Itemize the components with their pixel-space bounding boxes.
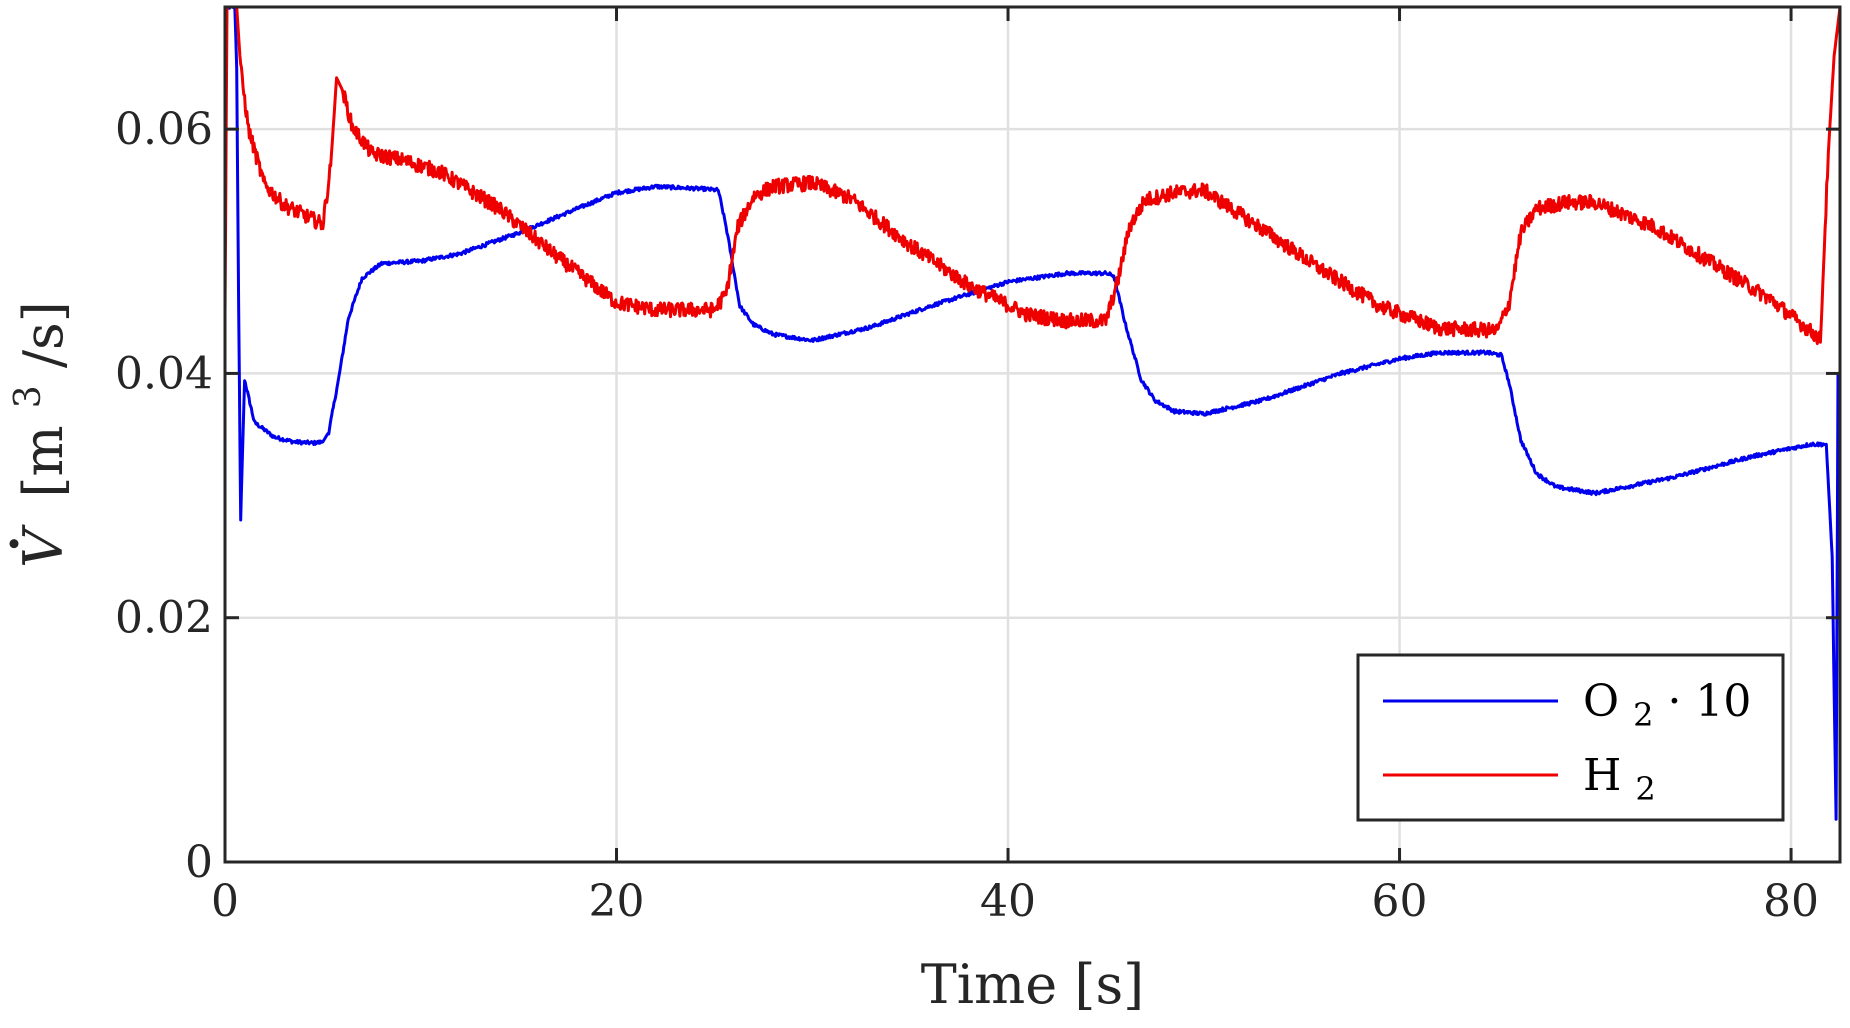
x-axis-label: Time [s] <box>921 953 1144 1016</box>
y-tick-label: 0 <box>185 837 213 888</box>
y-tick-label: 0.04 <box>115 348 213 399</box>
x-tick-label: 80 <box>1763 876 1819 927</box>
axis-ticks: 0 20 40 60 80 0 0.02 0.04 0.06 <box>115 7 1840 927</box>
legend-label-h2: H 2 <box>1583 750 1656 808</box>
series-line-o2 <box>224 5 1840 821</box>
grid <box>225 7 1840 862</box>
plot-frame <box>223 5 1842 864</box>
y-axis-unit-exponent: 3 <box>8 385 49 408</box>
y-axis-symbol-dot <box>9 539 19 549</box>
x-tick-label: 20 <box>589 876 645 927</box>
y-axis-unit-prefix: [m <box>12 425 75 497</box>
legend-box <box>1356 653 1785 822</box>
x-tick-label: 0 <box>211 876 239 927</box>
x-tick-label: 40 <box>980 876 1036 927</box>
y-tick-label: 0.06 <box>115 104 213 155</box>
y-axis-label: V [m 3 /s] <box>0 301 75 568</box>
y-tick-label: 0.02 <box>115 593 213 644</box>
plot-lines <box>223 5 1842 821</box>
legend-label-o2: O 2 · 10 <box>1583 676 1751 737</box>
series-line-h2 <box>223 5 1842 346</box>
y-axis-unit-suffix: /s] <box>12 301 75 368</box>
svg-text:V [m 3 /s]: V [m 3 /s] <box>0 301 75 568</box>
legend: O 2 · 10 H 2 <box>1356 653 1785 822</box>
x-tick-label: 60 <box>1372 876 1428 927</box>
y-axis-symbol: V <box>12 524 75 568</box>
